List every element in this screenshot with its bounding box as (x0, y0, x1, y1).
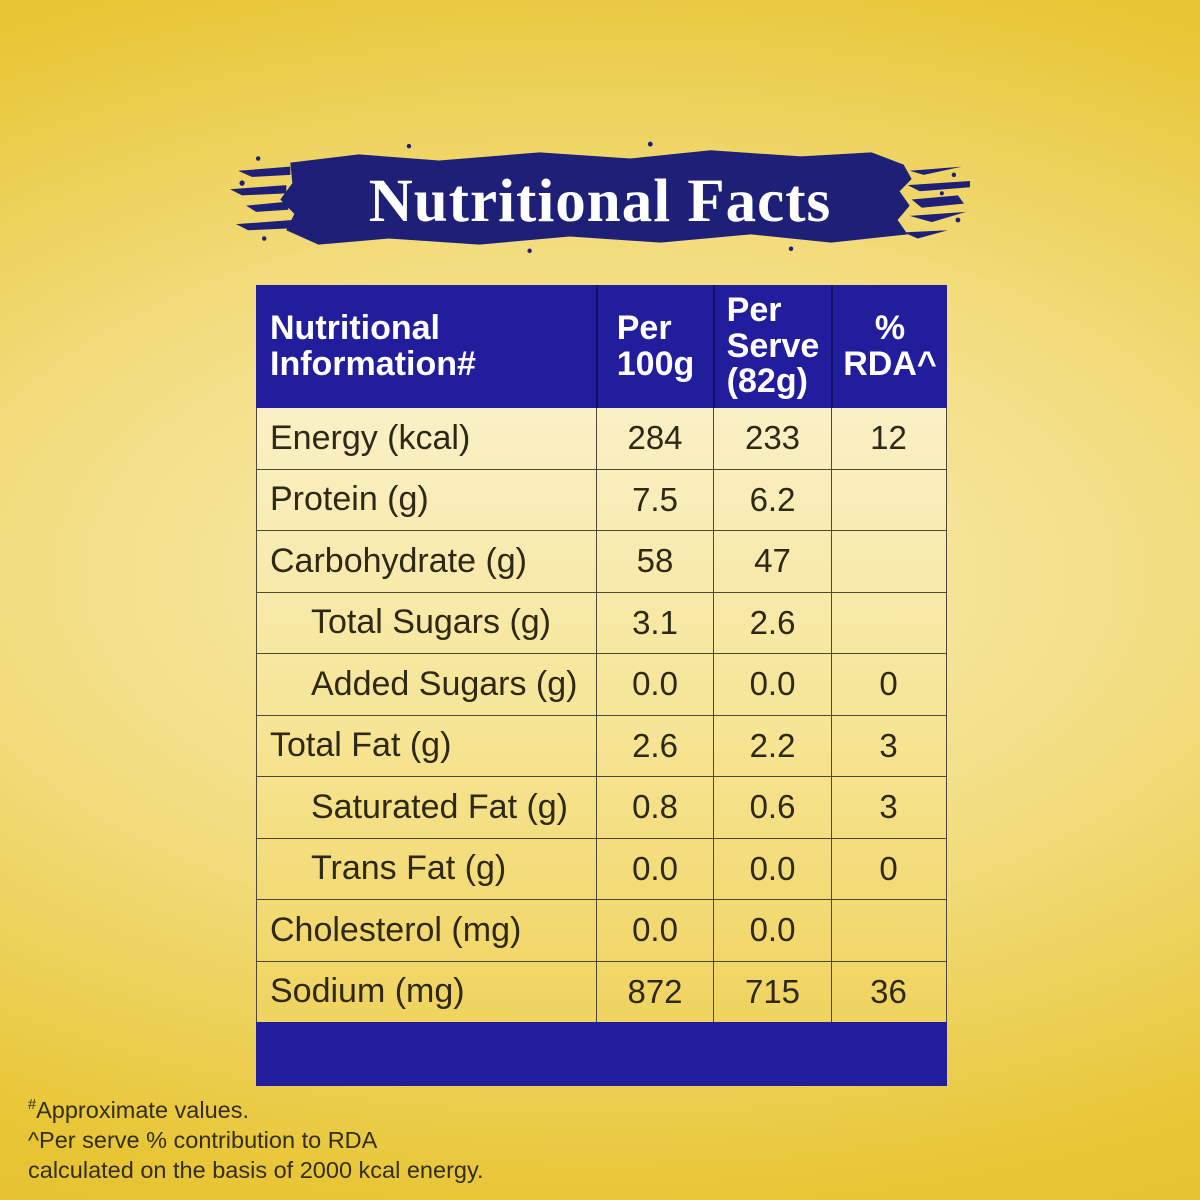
footnote-rda-line1: ^Per serve % contribution to RDA (28, 1127, 378, 1154)
per-serve-value: 2.2 (714, 715, 832, 776)
table-footer-band (256, 1022, 947, 1086)
rda-value: 0 (879, 665, 898, 703)
nutrient-label: Added Sugars (g) (257, 654, 597, 715)
per-serve-value: 233 (714, 408, 832, 469)
per-serve-value: 6.2 (714, 469, 832, 530)
nutrient-label: Total Sugars (g) (257, 592, 597, 653)
header-line: Serve (726, 326, 820, 365)
table-header-row: Nutritional Information# Per 100g Per Se… (256, 285, 947, 408)
table-row: Saturated Fat (g) 0.8 0.6 3 (257, 776, 946, 838)
header-line: (82g) (726, 362, 808, 401)
header-line: % (874, 309, 906, 348)
per-100g-value: 0.0 (597, 838, 714, 899)
rda-value: 0 (879, 849, 898, 887)
header-line: 100g (616, 344, 695, 383)
footnote-rda-line2: calculated on the basis of 2000 kcal ene… (28, 1157, 484, 1184)
header-line: RDA^ (843, 344, 937, 383)
header-line: Per (616, 309, 672, 348)
table-row: Energy (kcal) 284 233 12 (257, 408, 946, 469)
nutrient-label: Total Fat (g) (257, 715, 597, 776)
header-line: Per (726, 291, 782, 330)
rda-value (832, 593, 945, 654)
nutrition-table: Nutritional Information# Per 100g Per Se… (256, 285, 947, 1086)
nutrient-label: Protein (g) (257, 469, 597, 530)
per-serve-value: 47 (714, 531, 832, 592)
per-100g-value: 0.0 (597, 654, 714, 715)
per-100g-value: 872 (597, 961, 714, 1022)
header-line: Information# (270, 344, 476, 383)
table-row: Protein (g) 7.5 6.2 (257, 468, 946, 531)
table-row: Carbohydrate (g) 58 47 (257, 530, 946, 592)
per-100g-value: 3.1 (597, 592, 714, 653)
table-row: Total Fat (g) 2.6 2.2 3 (257, 714, 946, 776)
nutrient-label: Cholesterol (mg) (257, 900, 597, 961)
rda-value (832, 470, 945, 531)
table-row: Added Sugars (g) 0.0 0.0 0 (257, 653, 946, 715)
header-nutritional-information: Nutritional Information# (256, 285, 598, 408)
header-line: Nutritional (270, 309, 440, 348)
rda-value (832, 900, 945, 961)
footnotes: #Approximate values. ^Per serve % contri… (28, 1095, 484, 1185)
page-title: Nutritional Facts (368, 168, 832, 235)
per-serve-value: 0.0 (714, 654, 832, 715)
per-100g-value: 2.6 (597, 715, 714, 776)
nutrient-label: Sodium (mg) (257, 961, 597, 1022)
header-rda: % RDA^ (833, 285, 947, 408)
table-body: Energy (kcal) 284 233 12 Protein (g) 7.5… (256, 408, 947, 1022)
per-100g-value: 0.8 (597, 777, 714, 838)
table-row: Sodium (mg) 872 715 36 (257, 960, 946, 1022)
per-100g-value: 0.0 (597, 900, 714, 961)
per-serve-value: 0.0 (714, 900, 832, 961)
rda-value: 36 (870, 972, 907, 1010)
footnote-approximate: #Approximate values. (28, 1095, 484, 1125)
per-100g-value: 284 (597, 408, 714, 469)
nutrient-label: Trans Fat (g) (257, 838, 597, 899)
header-per-100g: Per 100g (598, 285, 715, 408)
rda-value: 12 (870, 419, 907, 457)
per-serve-value: 0.0 (714, 838, 832, 899)
per-serve-value: 715 (714, 961, 832, 1022)
per-serve-value: 2.6 (714, 592, 832, 653)
rda-value: 3 (879, 726, 898, 764)
table-row: Total Sugars (g) 3.1 2.6 (257, 591, 946, 654)
nutrient-label: Saturated Fat (g) (257, 777, 597, 838)
brush-stroke-graphic (230, 141, 970, 254)
title-banner: Nutritional Facts (228, 140, 972, 258)
per-100g-value: 7.5 (597, 469, 714, 530)
rda-value (832, 531, 945, 592)
table-row: Cholesterol (mg) 0.0 0.0 (257, 899, 946, 961)
hash-marker: # (28, 1097, 37, 1114)
rda-value: 3 (879, 788, 898, 826)
nutrient-label: Carbohydrate (g) (257, 531, 597, 592)
table-row: Trans Fat (g) 0.0 0.0 0 (257, 837, 946, 899)
per-100g-value: 58 (597, 531, 714, 592)
nutrient-label: Energy (kcal) (257, 408, 597, 469)
header-per-serve: Per Serve (82g) (715, 285, 833, 408)
per-serve-value: 0.6 (714, 777, 832, 838)
footnote-approximate-text: Approximate values. (36, 1097, 250, 1123)
